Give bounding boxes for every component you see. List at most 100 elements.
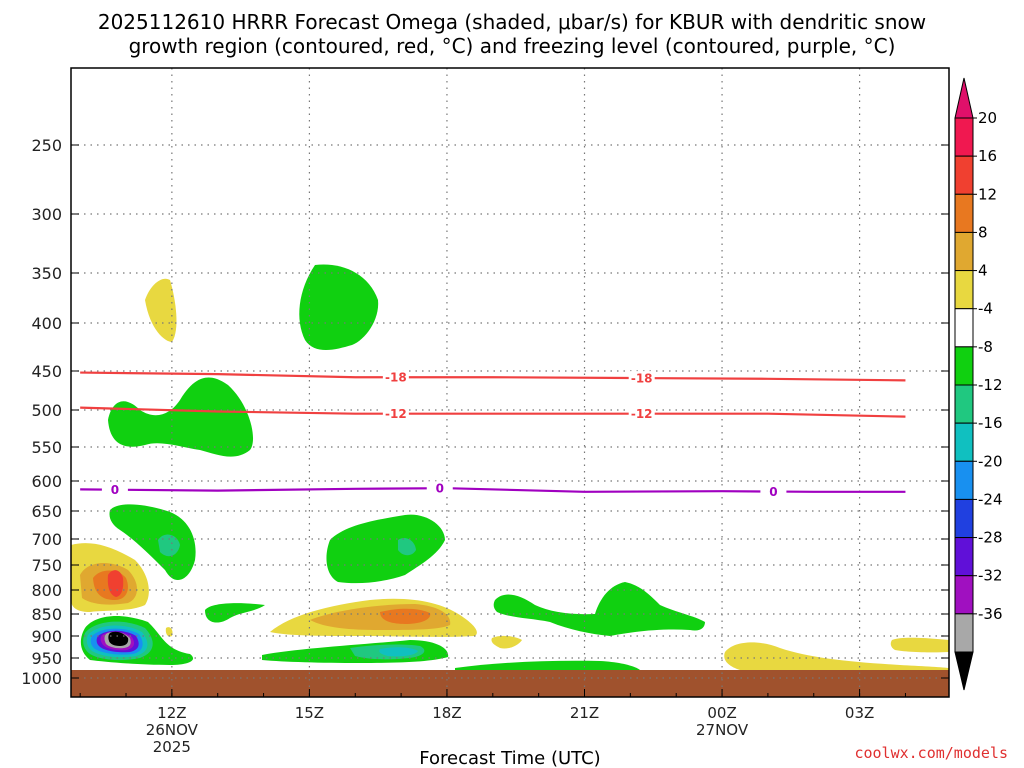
contour-lines: -18 -18 -12 -12 0 0 0	[80, 370, 906, 499]
contour-label: 0	[436, 482, 444, 496]
colorbar-segment	[954, 193, 974, 233]
x-tick-label: 18Z	[432, 704, 461, 722]
colorbar-label: -24	[978, 490, 1003, 508]
contour-label: 0	[769, 485, 777, 499]
y-tick-label: 1000	[21, 669, 62, 688]
y-tick-label: 800	[31, 581, 62, 600]
y-axis: 250 300 350 400 450 500 550 600 650 700 750 800 850 9…	[21, 136, 949, 688]
y-tick-label: 250	[31, 136, 62, 155]
colorbar-label: -16	[978, 414, 1003, 432]
y-tick-label: 600	[31, 472, 62, 491]
omega-green-region	[455, 660, 640, 670]
colorbar-bottom-arrow	[954, 651, 974, 691]
ground-surface	[71, 670, 949, 697]
x-tick-label: 15Z	[295, 704, 324, 722]
y-tick-label: 750	[31, 556, 62, 575]
colorbar-segment	[954, 155, 974, 195]
y-tick-label: 700	[31, 530, 62, 549]
contour-label-bg	[382, 370, 409, 385]
contour-line--12	[80, 406, 906, 418]
colorbar-segment	[954, 270, 974, 310]
contour-line--18	[80, 371, 906, 382]
contour-label-bg	[382, 406, 409, 421]
omega-green-region	[108, 377, 254, 457]
colorbar-segment	[954, 308, 974, 348]
colorbar-label: -20	[978, 452, 1003, 470]
colorbar-label: -28	[978, 529, 1003, 547]
contour-label: 0	[111, 483, 119, 497]
x-axis-label: Forecast Time (UTC)	[419, 748, 600, 768]
colorbar-segment	[954, 231, 974, 272]
x-tick-label: 03Z	[845, 704, 874, 722]
colorbar-label: -32	[978, 567, 1003, 585]
omega-yellow-region	[724, 642, 949, 670]
colorbar-label: 16	[978, 147, 997, 165]
colorbar-label: -4	[978, 300, 993, 318]
contour-label: -12	[385, 407, 407, 421]
colorbar-label: 20	[978, 109, 997, 127]
y-tick-label: 900	[31, 627, 62, 646]
colorbar-label: 8	[978, 223, 988, 241]
colorbar-segment	[954, 422, 974, 462]
omega-yellow-region	[145, 278, 177, 342]
colorbar-segment	[954, 537, 974, 577]
contour-label-bg	[426, 481, 453, 496]
grid-lines	[71, 68, 949, 697]
contour-label-bg	[628, 371, 655, 386]
plot-frame	[70, 67, 950, 698]
credit-text: coolwx.com/models	[854, 744, 1008, 762]
omega-green-region	[299, 264, 379, 350]
omega-shading	[71, 264, 949, 670]
omega-green-region	[326, 514, 445, 584]
colorbar-segment	[954, 498, 974, 539]
omega-yellow-region	[165, 627, 173, 637]
x-tick-label: 00Z	[707, 704, 736, 722]
x-tick-date: 26NOV	[146, 721, 199, 739]
omega-green-region	[109, 504, 196, 581]
omega-teal-region	[398, 538, 416, 556]
y-tick-label: 450	[31, 362, 62, 381]
omega-teal-region	[158, 534, 180, 557]
contour-label: -12	[631, 407, 653, 421]
contour-label: -18	[385, 371, 407, 385]
contour-label-bg	[101, 482, 128, 497]
contour-label-bg	[760, 484, 787, 499]
colorbar-label: -36	[978, 605, 1003, 623]
omega-cyan-region	[379, 647, 418, 657]
y-tick-label: 650	[31, 502, 62, 521]
y-tick-label: 300	[31, 205, 62, 224]
colorbar-segment	[954, 613, 974, 653]
contour-label-bg	[628, 406, 655, 421]
colorbar-top-arrow	[954, 77, 974, 119]
x-tick-year: 2025	[153, 738, 191, 756]
colorbar-label: -12	[978, 376, 1003, 394]
colorbar-label: 12	[978, 185, 997, 203]
x-tick-date: 27NOV	[696, 721, 749, 739]
colorbar-label: 4	[978, 262, 988, 280]
colorbar-segment	[954, 575, 974, 615]
y-tick-label: 550	[31, 438, 62, 457]
omega-yellow-region	[890, 637, 949, 653]
x-tick-label: 21Z	[570, 704, 599, 722]
colorbar-segment	[954, 117, 974, 157]
omega-darkorange-region	[380, 608, 431, 624]
colorbar: 20 16 12 8 4 -4 -8 -12 -16 -20 -24 -28 -32 -36	[954, 77, 1003, 691]
y-tick-label: 400	[31, 314, 62, 333]
y-tick-label: 500	[31, 401, 62, 420]
omega-green-region	[493, 582, 705, 636]
colorbar-segment	[954, 460, 974, 500]
colorbar-segment	[954, 384, 974, 424]
colorbar-segment	[954, 346, 974, 386]
colorbar-label: -8	[978, 338, 993, 356]
chart-title-line1: 2025112610 HRRR Forecast Omega (shaded, …	[98, 10, 926, 34]
y-tick-label: 950	[31, 649, 62, 668]
omega-black-region	[108, 631, 129, 646]
y-tick-label: 350	[31, 264, 62, 283]
contour-label: -18	[631, 372, 653, 386]
omega-yellow-region	[491, 635, 522, 649]
omega-green-region	[205, 603, 265, 623]
contour-line-0	[80, 487, 906, 493]
omega-red-region	[107, 570, 124, 597]
